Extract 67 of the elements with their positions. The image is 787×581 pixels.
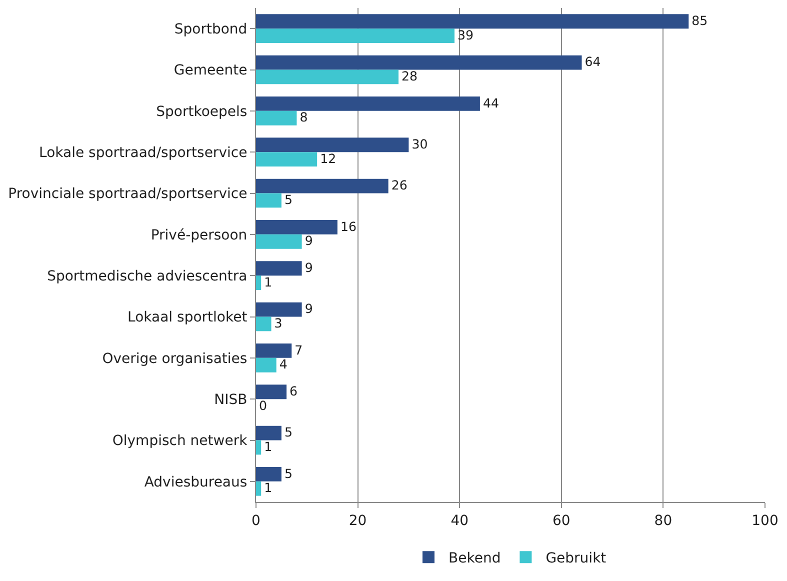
bar (256, 440, 262, 455)
data-label: 30 (412, 136, 428, 152)
legend-label: Bekend (448, 550, 501, 567)
data-label: 5 (284, 466, 292, 481)
data-label: 5 (284, 192, 292, 208)
data-label: 1 (264, 439, 272, 454)
y-tick-label: Gemeente (174, 62, 248, 79)
y-tick-label: Privé-persoon (150, 227, 248, 244)
bar (256, 220, 338, 234)
bar (256, 152, 318, 166)
data-label: 9 (304, 301, 313, 316)
y-tick-label: Provinciale sportraad/sportservice (8, 186, 248, 202)
y-tick-label: Lokaal sportloket (128, 310, 248, 326)
bar (256, 426, 282, 440)
data-label: 3 (274, 316, 282, 331)
y-tick-label: Adviesbureaus (144, 474, 248, 490)
data-label: 9 (304, 260, 313, 275)
bar (256, 96, 480, 111)
bar (256, 234, 302, 249)
data-label: 5 (284, 424, 292, 440)
bar (256, 14, 689, 29)
data-label: 64 (584, 54, 601, 70)
bar (256, 358, 276, 372)
y-tick-label: Sportkoepels (156, 104, 248, 120)
y-tick-label: Sportbond (174, 21, 248, 38)
data-label: 8 (300, 110, 308, 125)
data-label: 39 (458, 27, 474, 42)
data-label: 28 (402, 68, 418, 84)
bar (256, 70, 399, 84)
bar (256, 316, 272, 332)
y-tick-label: Lokale sportraad/sportservice (39, 144, 248, 161)
y-tick-label: Sportmedische adviescentra (47, 268, 248, 284)
data-label: 1 (264, 480, 272, 496)
data-label: 4 (279, 356, 288, 372)
data-label: 0 (259, 398, 268, 413)
bar (256, 344, 292, 358)
x-tick-label: 60 (552, 512, 570, 529)
data-label: 1 (264, 274, 272, 290)
x-tick-label: 100 (752, 512, 778, 529)
bar (256, 193, 282, 208)
data-label: 44 (482, 95, 500, 110)
y-tick-label: NISB (214, 392, 248, 408)
y-tick-label: Olympisch netwerk (112, 433, 248, 450)
data-label: 85 (692, 12, 708, 28)
x-tick-label: 80 (654, 512, 672, 529)
x-tick-label: 40 (450, 512, 469, 529)
bar (256, 138, 409, 152)
legend-label: Gebruikt (546, 550, 607, 567)
bar (256, 28, 455, 43)
bar (256, 467, 282, 482)
bar (256, 481, 262, 496)
y-tick-label: Overige organisaties (102, 350, 248, 367)
bar (256, 55, 582, 70)
bar (256, 276, 262, 290)
bar (256, 384, 287, 400)
data-label: 9 (304, 233, 313, 248)
data-label: 7 (294, 342, 303, 358)
bar (256, 261, 302, 276)
data-label: 16 (340, 218, 356, 234)
x-tick-label: 20 (348, 512, 367, 529)
data-label: 26 (391, 178, 408, 193)
data-label: 6 (290, 383, 298, 398)
bar (256, 302, 302, 317)
bar (256, 178, 388, 194)
x-tick-label: 0 (252, 512, 260, 529)
bar (256, 110, 297, 126)
data-label: 12 (320, 150, 336, 166)
